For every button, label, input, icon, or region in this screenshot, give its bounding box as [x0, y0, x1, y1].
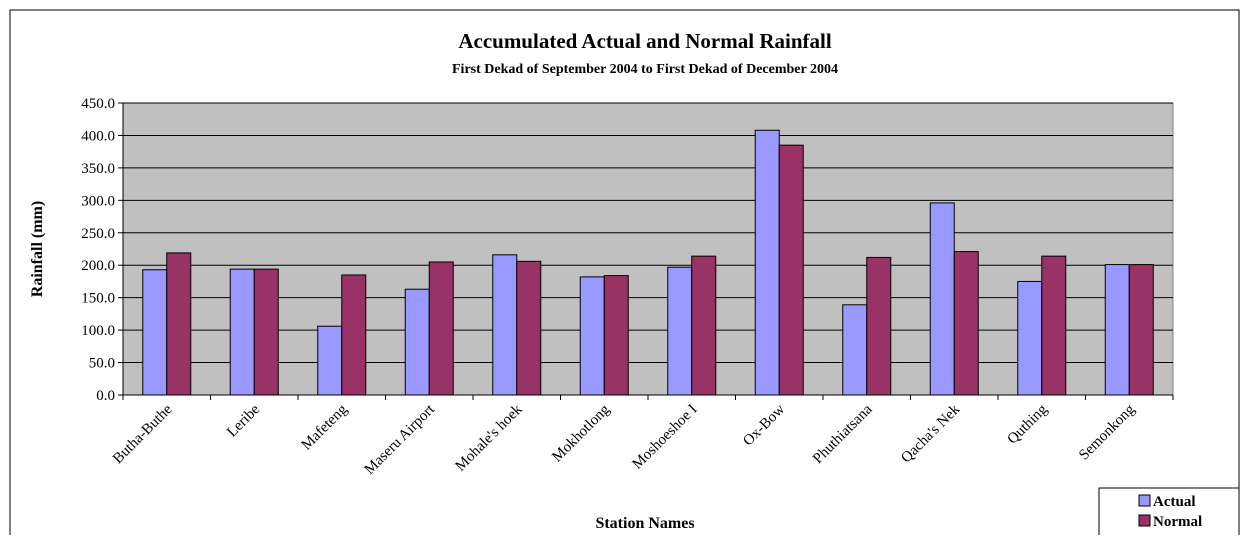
- legend-label-normal: Normal: [1153, 514, 1202, 530]
- bar-normal: [341, 274, 367, 396]
- legend: Actual Normal: [1098, 487, 1240, 540]
- y-tick-label: 350.0: [81, 161, 115, 177]
- bar-normal: [691, 255, 717, 396]
- bar-normal: [253, 268, 279, 396]
- y-tick-label: 400.0: [81, 128, 115, 144]
- y-tick-label: 100.0: [81, 323, 115, 339]
- bar-actual: [579, 276, 605, 396]
- bar-actual: [492, 254, 518, 396]
- y-axis-label: Rainfall (mm): [29, 201, 46, 297]
- chart-title: Accumulated Actual and Normal Rainfall: [458, 29, 832, 53]
- legend-box: [1098, 487, 1240, 540]
- bar-actual: [842, 304, 868, 396]
- bar-normal: [866, 256, 892, 396]
- bar-normal: [603, 275, 629, 396]
- bar-actual: [229, 268, 255, 396]
- y-tick-label: 450.0: [81, 96, 115, 112]
- y-tick-label: 300.0: [81, 193, 115, 209]
- bar-normal: [166, 252, 192, 396]
- legend-label-actual: Actual: [1153, 494, 1196, 510]
- y-tick-label: 150.0: [81, 291, 115, 307]
- bar-actual: [929, 202, 955, 396]
- plot-area: [122, 102, 1174, 396]
- y-tick-label: 0.0: [96, 388, 115, 404]
- bar-actual: [317, 325, 343, 396]
- y-axis-ticks: 0.0 50.0 100.0 150.0 200.0 250.0 300.0 350.0 400…: [81, 96, 123, 404]
- bar-actual: [404, 288, 430, 396]
- bar-actual: [667, 266, 693, 396]
- bar-actual: [1017, 280, 1043, 396]
- bar-normal: [953, 251, 979, 396]
- bar-normal: [1128, 264, 1154, 396]
- chart-subtitle: First Dekad of September 2004 to First D…: [452, 62, 838, 77]
- y-tick-label: 50.0: [89, 356, 115, 372]
- bar-actual: [142, 269, 168, 396]
- bars: [142, 129, 1154, 396]
- x-axis-label: Station Names: [595, 515, 694, 532]
- bar-normal: [778, 144, 804, 396]
- y-tick-label: 250.0: [81, 226, 115, 242]
- legend-swatch-actual: [1138, 494, 1151, 507]
- bar-actual: [754, 129, 780, 396]
- bar-normal: [428, 261, 454, 396]
- bar-normal: [516, 260, 542, 396]
- bar-normal: [1041, 255, 1067, 396]
- gridlines: [123, 102, 1173, 364]
- y-tick-label: 200.0: [81, 258, 115, 274]
- bar-actual: [1104, 264, 1130, 396]
- legend-swatch-normal: [1138, 514, 1151, 527]
